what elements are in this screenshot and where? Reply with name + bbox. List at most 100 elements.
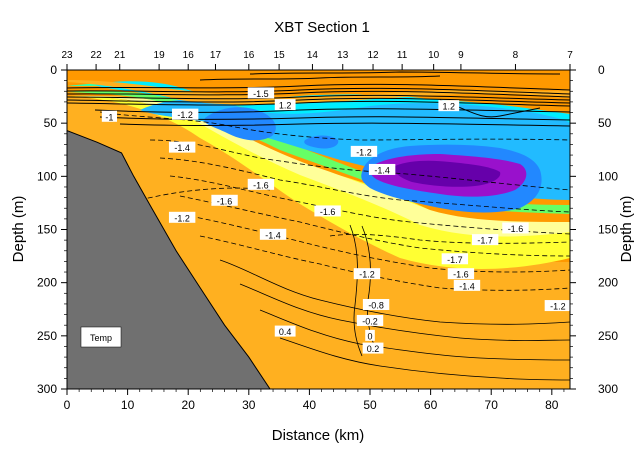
contour-label-box xyxy=(101,110,118,122)
contour-label-box xyxy=(259,228,287,240)
contour-label: 0.2 xyxy=(367,344,380,354)
station-label: 13 xyxy=(337,50,349,61)
station-label: 9 xyxy=(458,50,464,61)
contour-label-box xyxy=(438,100,460,112)
contour-label-box xyxy=(314,205,341,217)
contour-label-box xyxy=(368,163,396,175)
contour-label-box xyxy=(247,87,275,99)
contour-label-box xyxy=(453,279,481,291)
contour-label: -1.6 xyxy=(253,180,269,190)
station-label: 22 xyxy=(91,50,103,61)
station-label: 11 xyxy=(397,50,408,61)
contour-label: -1.6 xyxy=(320,207,336,217)
axis-ticks: 0 10 20 30 40 50 60 70 80 0 0 50 50 100 100 150 150 200 20… xyxy=(37,63,618,412)
contour-label: -1.2 xyxy=(359,270,375,280)
y-tick-label-left: 150 xyxy=(37,223,57,237)
contour-label: -1.4 xyxy=(265,230,281,240)
station-label: 16 xyxy=(243,50,255,61)
surface-thermocline-lines xyxy=(67,71,570,127)
contour-label-box xyxy=(168,141,196,153)
contour-label: -1.2 xyxy=(174,213,190,223)
contour-label: -0.2 xyxy=(362,316,378,326)
y-tick-label-left: 50 xyxy=(44,116,58,130)
x-tick-label: 60 xyxy=(424,398,438,412)
contour-label: -1.2 xyxy=(356,147,372,157)
contour-label: -0.8 xyxy=(368,300,384,310)
station-label: 8 xyxy=(513,50,519,61)
y-tick-label-left: 200 xyxy=(37,276,57,290)
y-tick-label-right: 200 xyxy=(598,276,618,290)
contour-label-box xyxy=(441,253,469,265)
x-tick-label: 0 xyxy=(64,398,71,412)
x-tick-label: 10 xyxy=(121,398,135,412)
station-label: 16 xyxy=(183,50,195,61)
contour-label: 1.2 xyxy=(279,101,292,111)
station-label: 19 xyxy=(154,50,166,61)
contour-label: -1.4 xyxy=(374,165,390,175)
station-label: 7 xyxy=(567,50,573,61)
band-left-core xyxy=(234,121,266,135)
contour-label-box xyxy=(274,99,296,111)
contour-label: -1.7 xyxy=(477,236,493,246)
station-label: 23 xyxy=(61,50,73,61)
variable-legend-box: Temp xyxy=(80,326,122,348)
station-labels: 23 22 21 19 16 17 16 15 14 13 12 11 10 9 8 7 xyxy=(61,50,573,70)
contour-label-box xyxy=(247,178,275,190)
contour-label: 0.4 xyxy=(279,327,292,337)
contour-label: -1.6 xyxy=(453,270,469,280)
station-label: 10 xyxy=(428,50,440,61)
y-tick-label-right: 100 xyxy=(598,169,618,183)
variable-legend-label: Temp xyxy=(90,333,112,343)
seabed-bathymetry xyxy=(67,130,271,389)
x-tick-label: 30 xyxy=(242,398,256,412)
plot-area: -1 -1.2-1.4-1.6-1.6-1.6-1.4-1.2-1.2-1.4-1… xyxy=(67,70,570,389)
y-axis-label-right: Depth (m) xyxy=(618,196,635,263)
x-axis-label: Distance (km) xyxy=(272,427,365,444)
station-label: 14 xyxy=(307,50,319,61)
x-tick-label: 70 xyxy=(485,398,499,412)
y-tick-label-left: 300 xyxy=(37,382,57,396)
contour-label: -1.2 xyxy=(177,110,193,120)
y-tick-label-right: 250 xyxy=(598,329,618,343)
contour-label: -1.6 xyxy=(508,224,524,234)
contour-label-box xyxy=(502,222,529,234)
contour-label: -1.2 xyxy=(550,302,566,312)
band-dark-purple-core xyxy=(394,160,501,187)
contour-label-box xyxy=(168,211,196,223)
contour-label: -1.4 xyxy=(459,281,475,291)
contour-label: -1.5 xyxy=(253,89,269,99)
contour-label-box xyxy=(447,268,475,280)
x-tick-label: 40 xyxy=(303,398,317,412)
x-tick-label: 80 xyxy=(545,398,559,412)
band-light-yellow xyxy=(67,95,570,237)
y-tick-label-left: 250 xyxy=(37,329,57,343)
contour-label-box xyxy=(353,268,381,280)
x-tick-label: 20 xyxy=(182,398,196,412)
y-tick-label-right: 150 xyxy=(598,223,618,237)
chart-title: XBT Section 1 xyxy=(274,19,370,36)
contour-label: -1.6 xyxy=(217,196,233,206)
y-tick-label-left: 0 xyxy=(50,63,57,77)
y-tick-label-right: 50 xyxy=(598,116,612,130)
contour-label: -1 xyxy=(105,112,113,122)
contour-label: -1.7 xyxy=(447,255,463,265)
contour-label-box xyxy=(356,314,384,326)
contour-label-box xyxy=(350,145,378,157)
x-tick-label: 50 xyxy=(363,398,377,412)
contour-label: -1.4 xyxy=(174,143,190,153)
y-tick-label-right: 300 xyxy=(598,382,618,396)
y-tick-label-right: 0 xyxy=(598,63,605,77)
contour-label-box xyxy=(171,108,199,120)
contour-label-box xyxy=(362,298,390,310)
contour-label-box xyxy=(544,300,570,312)
contour-label-box xyxy=(274,325,296,337)
y-axis-label-left: Depth (m) xyxy=(10,196,27,263)
station-label: 17 xyxy=(210,50,222,61)
contour-label-box xyxy=(471,234,499,246)
station-label: 12 xyxy=(367,50,379,61)
station-label: 21 xyxy=(114,50,126,61)
contour-label-box xyxy=(365,329,375,341)
contour-label: 0 xyxy=(368,331,373,341)
contour-label-box xyxy=(362,342,384,354)
